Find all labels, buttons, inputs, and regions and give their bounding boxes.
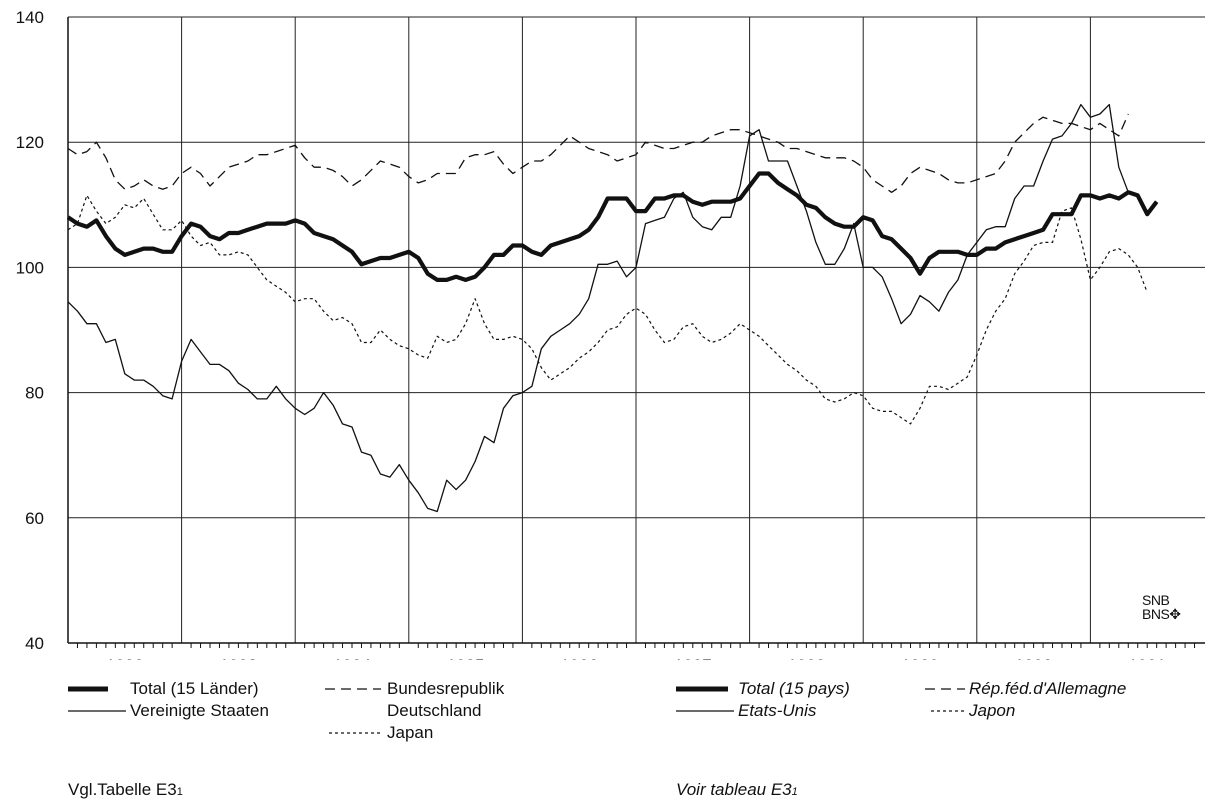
y-tick-label-140: 140 xyxy=(16,8,44,27)
series-lines xyxy=(66,103,1159,513)
note-french-sub: 1 xyxy=(791,786,798,798)
legend-label-total-fr: Total (15 pays) xyxy=(738,679,850,698)
legend-item-total: Total (15 Länder) xyxy=(68,678,269,700)
x-axis-ticks: 1982 1983 1984 1985 1986 1987 1988 1989 1990 1991 xyxy=(106,656,1166,660)
x-tick-label-1987: 1987 xyxy=(674,656,712,660)
legend-label-usa-fr: Etats-Unis xyxy=(738,701,817,720)
chart-grid xyxy=(68,16,1205,643)
note-french-text: Voir tableau E3 xyxy=(676,780,792,799)
x-tick-label-1982: 1982 xyxy=(106,656,144,660)
y-tick-label-40: 40 xyxy=(25,634,44,653)
logo-line-2: BNS✥ xyxy=(1142,606,1181,622)
x-tick-label-1986: 1986 xyxy=(560,656,598,660)
index-line-chart: 40 60 80 100 120 140 1982 1983 1984 1985 1986 1987… xyxy=(16,8,1205,660)
legend-item-total-fr: Total (15 pays) xyxy=(676,678,850,700)
series-line-dotted xyxy=(67,194,1148,425)
y-axis-ticks: 40 60 80 100 120 140 xyxy=(16,8,44,653)
legend-item-brd-fr: Rép.féd.d'Allemagne xyxy=(925,678,1126,700)
series-line-bold xyxy=(66,171,1159,282)
note-german-text: Vgl.Tabelle E3 xyxy=(68,780,177,799)
legend-label-brd-1: Bundesrepublik xyxy=(387,679,505,698)
x-tick-label-1985: 1985 xyxy=(447,656,485,660)
legend-french: Total (15 pays) Etats-Unis xyxy=(676,678,850,722)
y-tick-label-100: 100 xyxy=(16,258,44,277)
y-tick-label-80: 80 xyxy=(25,384,44,403)
legend-label-japan: Japan xyxy=(387,723,434,742)
series-line-solid xyxy=(67,103,1129,513)
legend-label-japan-fr: Japon xyxy=(969,701,1016,720)
x-tick-label-1990: 1990 xyxy=(1015,656,1053,660)
note-german-sub: 1 xyxy=(176,786,183,798)
note-german: Vgl.Tabelle E31 xyxy=(68,780,183,800)
legend-item-brd: Bundesrepublik xyxy=(325,678,504,700)
x-tick-label-1984: 1984 xyxy=(333,656,371,660)
x-tick-label-1989: 1989 xyxy=(901,656,939,660)
x-tick-label-1991: 1991 xyxy=(1128,656,1166,660)
x-tick-label-1988: 1988 xyxy=(787,656,825,660)
legend-item-japan-fr: Japon xyxy=(925,700,1126,722)
legend-item-usa: Vereinigte Staaten xyxy=(68,700,269,722)
legend-item-brd-cont: Deutschland xyxy=(325,700,504,722)
chart-axes xyxy=(67,17,1205,648)
y-tick-label-60: 60 xyxy=(25,509,44,528)
legend-label-total: Total (15 Länder) xyxy=(130,679,259,698)
x-tick-label-1983: 1983 xyxy=(219,656,257,660)
legend-item-usa-fr: Etats-Unis xyxy=(676,700,850,722)
legend-german: Total (15 Länder) Vereinigte Staaten xyxy=(68,678,269,722)
y-tick-label-120: 120 xyxy=(16,133,44,152)
logo-line-1: SNB xyxy=(1142,592,1170,608)
legend-label-brd-fr: Rép.féd.d'Allemagne xyxy=(969,679,1127,698)
series-line-dashed xyxy=(67,113,1129,193)
snb-logo: SNB BNS✥ xyxy=(1142,593,1181,621)
legend-german-2: Bundesrepublik Deutschland Japan xyxy=(325,678,504,744)
legend-french-2: Rép.féd.d'Allemagne Japon xyxy=(925,678,1126,722)
legend-item-japan: Japan xyxy=(325,722,504,744)
legend-label-brd-2: Deutschland xyxy=(387,701,482,720)
legend-label-usa: Vereinigte Staaten xyxy=(130,701,269,720)
note-french: Voir tableau E31 xyxy=(676,780,798,800)
